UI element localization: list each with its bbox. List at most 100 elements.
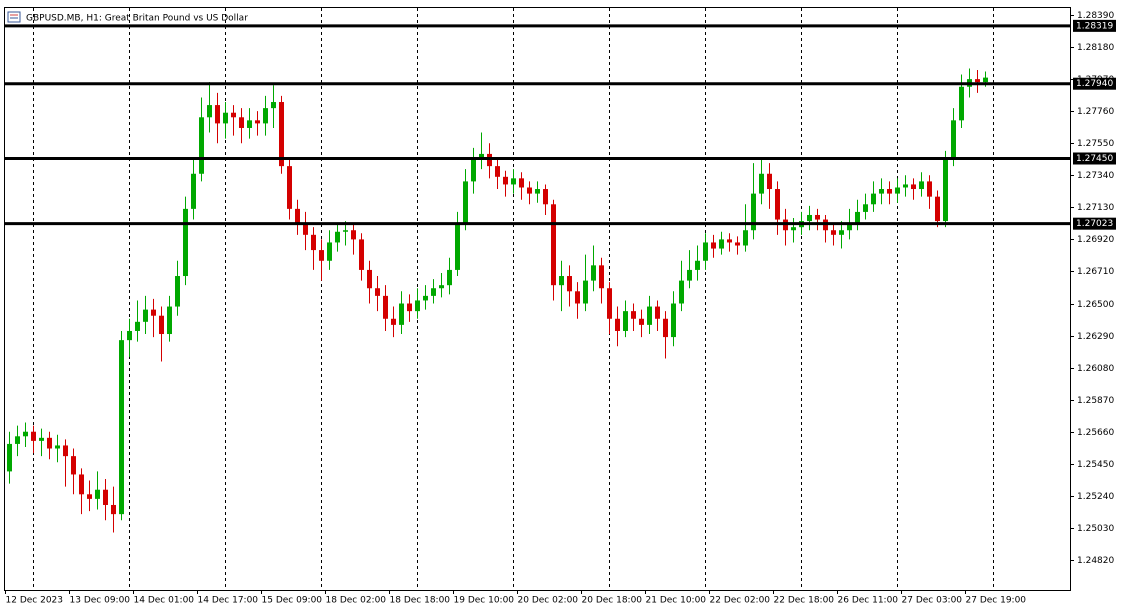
candle-body (503, 176, 508, 185)
candle-body (871, 193, 876, 205)
candle-body (647, 306, 652, 325)
y-tick-label: 1.27550 (1077, 139, 1114, 149)
candle-body (639, 318, 644, 325)
y-tick-label: 1.26500 (1077, 300, 1114, 310)
candle-body (879, 189, 884, 194)
candle-body (543, 189, 548, 205)
candle-body (847, 224, 852, 231)
candle-body (239, 117, 244, 128)
candle-body (215, 105, 220, 124)
candle-body (903, 184, 908, 188)
x-tick-label: 12 Dec 2023 (6, 596, 64, 606)
y-tick-label: 1.28180 (1077, 43, 1114, 53)
level-label: 1.27023 (1076, 219, 1113, 229)
candle-body (423, 295, 428, 301)
y-tick-label: 1.26710 (1077, 267, 1114, 277)
candle-body (559, 276, 564, 286)
candle-body (983, 77, 988, 83)
candle-body (311, 234, 316, 251)
candle-body (399, 303, 404, 325)
candle-body (807, 214, 812, 222)
candle-body (199, 117, 204, 174)
level-label: 1.28319 (1076, 21, 1113, 31)
candle-body (855, 211, 860, 225)
y-tick-label: 1.26920 (1077, 235, 1114, 245)
candle-body (471, 158, 476, 182)
candle-body (15, 436, 20, 444)
candle-body (151, 309, 156, 316)
candle-body (959, 86, 964, 121)
candle-body (975, 79, 980, 83)
level-label-box (1073, 152, 1116, 165)
y-tick-label: 1.24820 (1077, 556, 1114, 566)
candle-body (271, 102, 276, 109)
candle-body (575, 291, 580, 304)
candle-body (935, 196, 940, 222)
y-tick-label: 1.28390 (1077, 11, 1114, 21)
candle-body (895, 187, 900, 194)
candle-body (383, 295, 388, 319)
candle-body (487, 153, 492, 167)
candle-body (943, 158, 948, 222)
candle-body (103, 489, 108, 505)
x-tick-label: 21 Dec 10:00 (646, 596, 707, 606)
candle-body (7, 443, 12, 472)
level-label-box (1073, 19, 1116, 32)
candle-body (951, 120, 956, 159)
x-tick-label: 27 Dec 03:00 (902, 596, 963, 606)
candle-body (479, 153, 484, 159)
level-label: 1.27940 (1076, 79, 1113, 89)
candle-body (79, 474, 84, 495)
candle-body (327, 242, 332, 261)
candle-body (863, 204, 868, 212)
candle-body (223, 112, 228, 124)
candle-body (703, 242, 708, 261)
y-tick-label: 1.27760 (1077, 107, 1114, 117)
candle-body (815, 214, 820, 220)
candle-body (343, 230, 348, 232)
candle-body (367, 269, 372, 289)
candle-body (607, 288, 612, 319)
candle-body (279, 102, 284, 167)
y-tick-label: 1.25450 (1077, 460, 1114, 470)
candle-body (751, 193, 756, 231)
x-tick-label: 20 Dec 02:00 (518, 596, 579, 606)
y-tick-label: 1.26290 (1077, 332, 1114, 342)
candle-body (191, 173, 196, 209)
candle-body (207, 105, 212, 118)
chart-title: GBPUSD.MB, H1: Great Britan Pound vs US … (26, 14, 248, 24)
candle-body (735, 242, 740, 246)
candle-body (431, 288, 436, 296)
candle-body (247, 120, 252, 128)
candle-body (455, 224, 460, 270)
x-tick-label: 22 Dec 18:00 (774, 596, 835, 606)
candle-body (263, 108, 268, 124)
candle-body (31, 431, 36, 441)
candle-body (303, 224, 308, 235)
candle-body (919, 181, 924, 190)
candle-body (927, 181, 932, 197)
y-tick-label: 1.27130 (1077, 203, 1114, 213)
candle-body (319, 250, 324, 261)
candle-body (695, 260, 700, 270)
y-tick-label: 1.25030 (1077, 524, 1114, 534)
candle-body (911, 184, 916, 190)
candle-body (159, 315, 164, 335)
candle-body (287, 166, 292, 209)
candle-body (679, 280, 684, 304)
x-tick-label: 20 Dec 18:00 (582, 596, 643, 606)
x-tick-label: 14 Dec 01:00 (134, 596, 195, 606)
candle-body (183, 208, 188, 277)
candle-body (775, 189, 780, 220)
y-tick-label: 1.25870 (1077, 396, 1114, 406)
candle-body (839, 230, 844, 235)
x-tick-label: 13 Dec 09:00 (70, 596, 131, 606)
candle-body (55, 445, 60, 449)
candle-body (791, 227, 796, 231)
candle-body (143, 309, 148, 322)
candle-body (567, 276, 572, 292)
candle-body (599, 265, 604, 289)
x-tick-label: 18 Dec 18:00 (390, 596, 451, 606)
candle-body (623, 311, 628, 331)
